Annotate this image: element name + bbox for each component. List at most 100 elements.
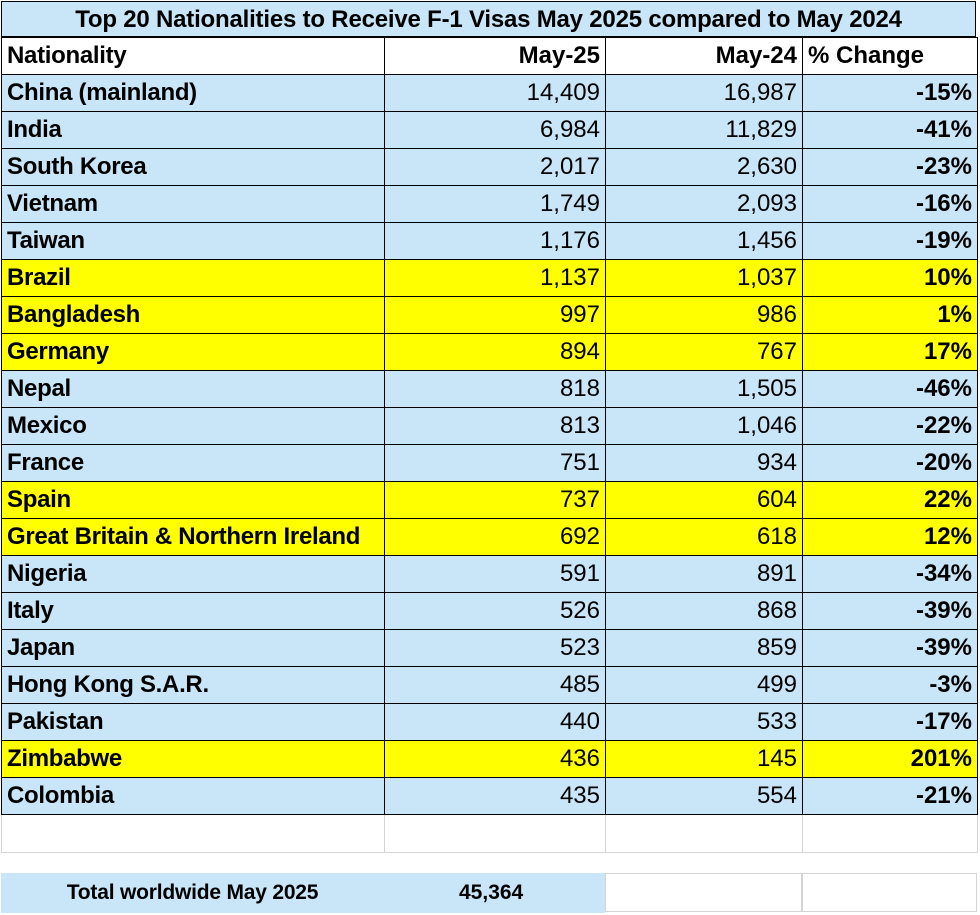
table-row: Nepal 818 1,505 -46%	[1, 370, 978, 408]
cell-nationality[interactable]: China (mainland)	[1, 74, 385, 112]
cell-nationality[interactable]: India	[1, 111, 385, 149]
cell-nationality[interactable]: Taiwan	[1, 222, 385, 260]
empty-cell[interactable]	[384, 814, 606, 853]
cell-change[interactable]: -39%	[802, 629, 978, 667]
cell-may24[interactable]: 934	[605, 444, 803, 482]
cell-may25[interactable]: 2,017	[384, 148, 606, 186]
cell-may25[interactable]: 6,984	[384, 111, 606, 149]
cell-may24[interactable]: 2,630	[605, 148, 803, 186]
table-body: China (mainland) 14,409 16,987 -15% India 6,9…	[1, 74, 978, 853]
cell-nationality[interactable]: Japan	[1, 629, 385, 667]
cell-may25[interactable]: 1,749	[384, 185, 606, 223]
cell-may24[interactable]: 499	[605, 666, 803, 704]
cell-may24[interactable]: 554	[605, 777, 803, 815]
table-title: Top 20 Nationalities to Receive F-1 Visa…	[1, 1, 976, 37]
cell-may24[interactable]: 1,505	[605, 370, 803, 408]
cell-change[interactable]: -17%	[802, 703, 978, 741]
cell-may25[interactable]: 813	[384, 407, 606, 445]
table-row: Mexico 813 1,046 -22%	[1, 407, 978, 445]
cell-change[interactable]: -46%	[802, 370, 978, 408]
cell-nationality[interactable]: Hong Kong S.A.R.	[1, 666, 385, 704]
header-nationality[interactable]: Nationality	[1, 37, 385, 75]
cell-nationality[interactable]: Great Britain & Northern Ireland	[1, 518, 385, 556]
cell-change[interactable]: 17%	[802, 333, 978, 371]
cell-change[interactable]: 12%	[802, 518, 978, 556]
table-row: Zimbabwe 436 145 201%	[1, 740, 978, 778]
cell-change[interactable]: -34%	[802, 555, 978, 593]
cell-nationality[interactable]: Nigeria	[1, 555, 385, 593]
cell-change[interactable]: 201%	[802, 740, 978, 778]
cell-nationality[interactable]: Brazil	[1, 259, 385, 297]
cell-change[interactable]: 1%	[802, 296, 978, 334]
cell-change[interactable]: -19%	[802, 222, 978, 260]
cell-may25[interactable]: 436	[384, 740, 606, 778]
cell-change[interactable]: -3%	[802, 666, 978, 704]
cell-may24[interactable]: 533	[605, 703, 803, 741]
cell-nationality[interactable]: Mexico	[1, 407, 385, 445]
cell-may24[interactable]: 891	[605, 555, 803, 593]
cell-nationality[interactable]: Vietnam	[1, 185, 385, 223]
cell-nationality[interactable]: Colombia	[1, 777, 385, 815]
cell-may24[interactable]: 868	[605, 592, 803, 630]
cell-may24[interactable]: 986	[605, 296, 803, 334]
cell-may24[interactable]: 767	[605, 333, 803, 371]
cell-may24[interactable]: 618	[605, 518, 803, 556]
cell-nationality[interactable]: Bangladesh	[1, 296, 385, 334]
table-row: Italy 526 868 -39%	[1, 592, 978, 630]
cell-may24[interactable]: 1,037	[605, 259, 803, 297]
cell-may24[interactable]: 145	[605, 740, 803, 778]
cell-may24[interactable]: 1,456	[605, 222, 803, 260]
header-change[interactable]: % Change	[802, 37, 978, 75]
cell-nationality[interactable]: Zimbabwe	[1, 740, 385, 778]
cell-nationality[interactable]: Pakistan	[1, 703, 385, 741]
cell-may25[interactable]: 435	[384, 777, 606, 815]
cell-nationality[interactable]: France	[1, 444, 385, 482]
cell-may25[interactable]: 818	[384, 370, 606, 408]
empty-cell[interactable]	[605, 873, 802, 912]
cell-nationality[interactable]: South Korea	[1, 148, 385, 186]
cell-may25[interactable]: 440	[384, 703, 606, 741]
cell-nationality[interactable]: Nepal	[1, 370, 385, 408]
cell-change[interactable]: -21%	[802, 777, 978, 815]
table-row: France 751 934 -20%	[1, 444, 978, 482]
cell-may25[interactable]: 751	[384, 444, 606, 482]
total-value[interactable]: 45,364	[384, 873, 605, 913]
cell-change[interactable]: -15%	[802, 74, 978, 112]
cell-may24[interactable]: 2,093	[605, 185, 803, 223]
cell-may25[interactable]: 485	[384, 666, 606, 704]
cell-change[interactable]: -39%	[802, 592, 978, 630]
cell-may25[interactable]: 526	[384, 592, 606, 630]
cell-may25[interactable]: 1,137	[384, 259, 606, 297]
cell-may24[interactable]: 11,829	[605, 111, 803, 149]
cell-may25[interactable]: 737	[384, 481, 606, 519]
cell-change[interactable]: -20%	[802, 444, 978, 482]
cell-nationality[interactable]: Italy	[1, 592, 385, 630]
cell-change[interactable]: -22%	[802, 407, 978, 445]
cell-nationality[interactable]: Germany	[1, 333, 385, 371]
cell-may25[interactable]: 591	[384, 555, 606, 593]
cell-may25[interactable]: 894	[384, 333, 606, 371]
cell-change[interactable]: 22%	[802, 481, 978, 519]
total-label[interactable]: Total worldwide May 2025	[1, 873, 384, 913]
header-may24[interactable]: May-24	[605, 37, 803, 75]
cell-may25[interactable]: 997	[384, 296, 606, 334]
cell-may24[interactable]: 604	[605, 481, 803, 519]
empty-cell[interactable]	[802, 873, 977, 912]
cell-may25[interactable]: 1,176	[384, 222, 606, 260]
cell-may24[interactable]: 1,046	[605, 407, 803, 445]
cell-may25[interactable]: 14,409	[384, 74, 606, 112]
header-row: Nationality May-25 May-24 % Change	[1, 37, 978, 75]
cell-change[interactable]: -16%	[802, 185, 978, 223]
cell-change[interactable]: -23%	[802, 148, 978, 186]
cell-may25[interactable]: 692	[384, 518, 606, 556]
empty-cell[interactable]	[1, 814, 385, 853]
empty-cell[interactable]	[802, 814, 978, 853]
cell-nationality[interactable]: Spain	[1, 481, 385, 519]
cell-may25[interactable]: 523	[384, 629, 606, 667]
empty-cell[interactable]	[605, 814, 803, 853]
cell-may24[interactable]: 16,987	[605, 74, 803, 112]
header-may25[interactable]: May-25	[384, 37, 606, 75]
cell-may24[interactable]: 859	[605, 629, 803, 667]
cell-change[interactable]: -41%	[802, 111, 978, 149]
cell-change[interactable]: 10%	[802, 259, 978, 297]
